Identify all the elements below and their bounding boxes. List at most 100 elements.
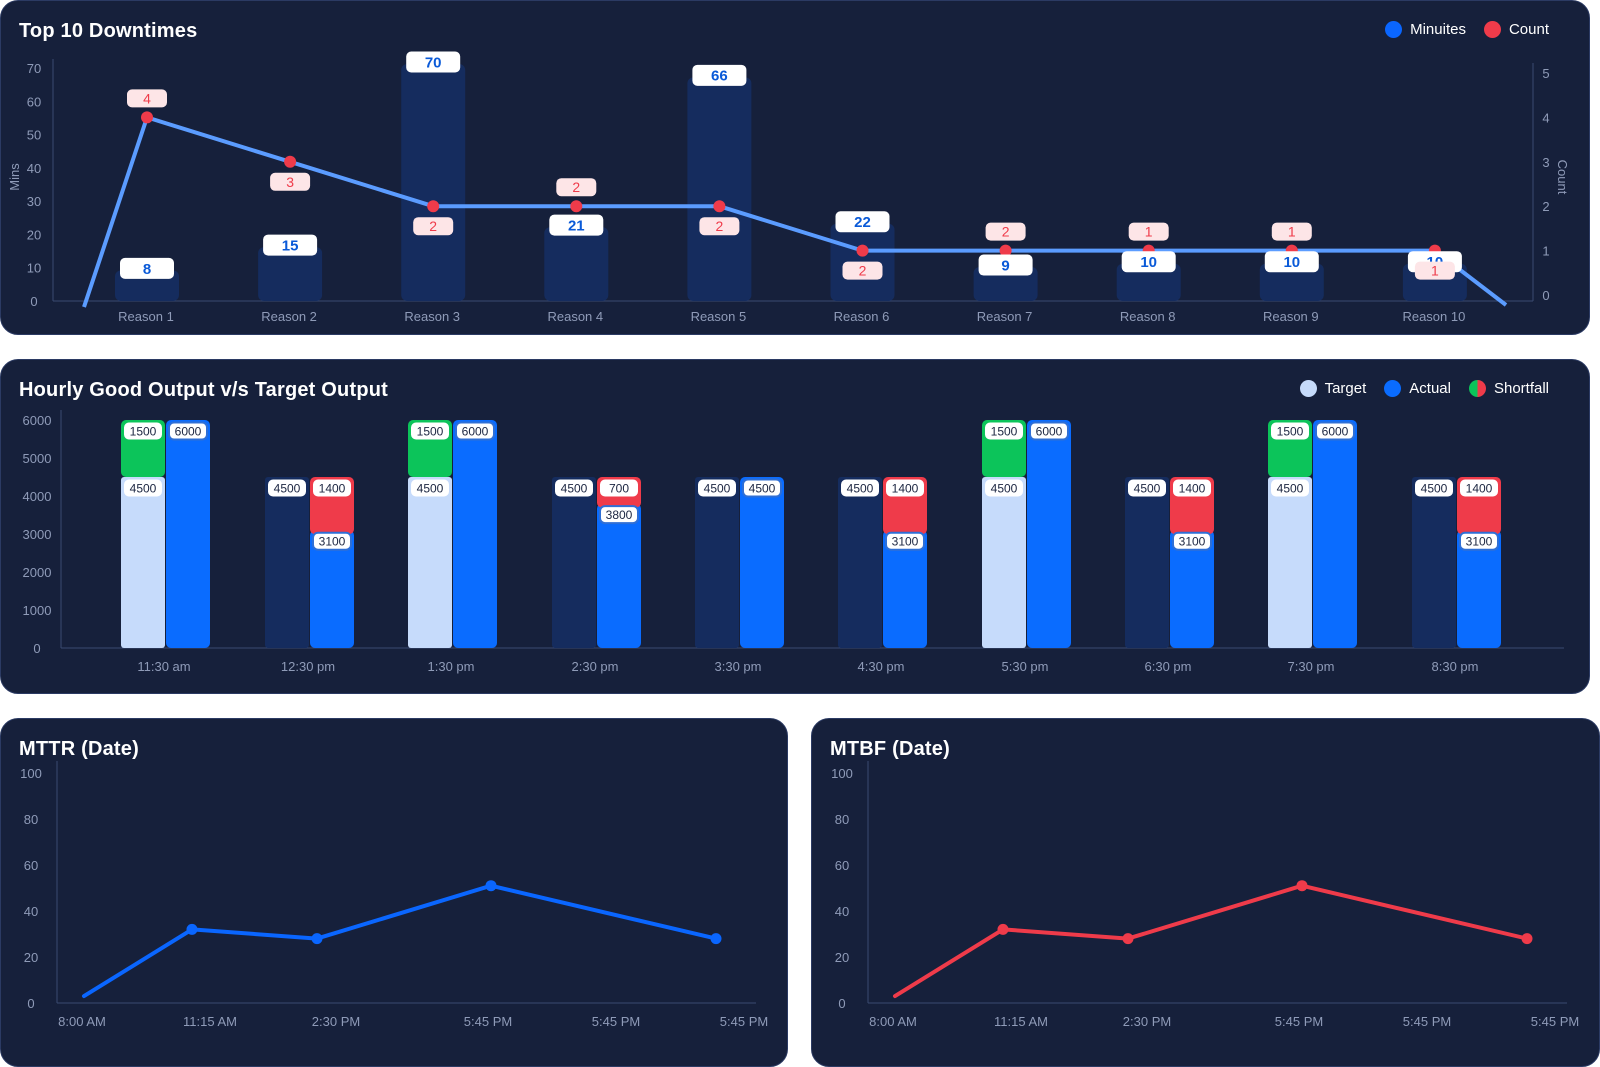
legend-item-count[interactable]: Count — [1483, 21, 1549, 38]
minutes-data-label-bg — [406, 51, 461, 73]
count-data-label: 2 — [429, 218, 437, 234]
y-tick-label: 4000 — [23, 489, 52, 504]
x-tick-label: 2:30 PM — [312, 1014, 360, 1029]
legend-item-target[interactable]: Target — [1299, 380, 1366, 397]
target-bar — [1125, 477, 1169, 648]
x-tick-label: 5:30 pm — [1002, 659, 1049, 674]
count-data-label: 2 — [716, 218, 724, 234]
count-data-label-bg — [413, 217, 454, 236]
legend-item-actual[interactable]: Actual — [1384, 380, 1451, 397]
count-point — [141, 111, 153, 124]
shortfall-data-label: 1400 — [319, 481, 346, 495]
actual-bar — [166, 420, 210, 648]
y-tick-label: 2000 — [23, 565, 52, 580]
actual-data-label: 3100 — [892, 535, 919, 549]
excess-data-label: 1500 — [991, 424, 1018, 438]
minutes-bar — [544, 227, 609, 301]
data-point — [311, 933, 323, 945]
x-tick-label: 5:45 PM — [1403, 1014, 1451, 1029]
shortfall-data-label-bg — [886, 479, 924, 497]
x-tick-label: Reason 4 — [547, 309, 603, 324]
actual-bar — [310, 530, 354, 648]
count-point — [284, 155, 297, 168]
actual-data-label-bg — [312, 531, 352, 551]
count-data-label-bg — [1414, 261, 1455, 280]
y-tick-label: 5000 — [23, 451, 52, 466]
actual-data-label-bg — [885, 531, 925, 551]
y-tick-label: 40 — [24, 904, 38, 919]
x-tick-label: 1:30 pm — [428, 659, 475, 674]
actual-data-label-bg — [168, 421, 208, 441]
count-data-label-bg — [1128, 222, 1169, 241]
legend-item-shortfall[interactable]: Shortfall — [1468, 380, 1549, 397]
target-bar — [265, 477, 309, 648]
y-tick-label: 100 — [20, 766, 42, 781]
x-tick-label: 5:45 PM — [720, 1014, 768, 1029]
y-tick-label: 0 — [838, 996, 845, 1011]
x-tick-label: Reason 8 — [1120, 309, 1176, 324]
legend-item-minutes[interactable]: Minuites — [1385, 21, 1466, 38]
x-tick-label: Reason 6 — [834, 309, 890, 324]
x-tick-label: 8:30 pm — [1432, 659, 1479, 674]
excess-data-label-bg — [1271, 422, 1309, 440]
target-bar — [1268, 477, 1312, 648]
x-tick-label: 3:30 pm — [715, 659, 762, 674]
y2-tick-label: 5 — [1542, 66, 1549, 81]
y-tick-label: 30 — [27, 194, 41, 209]
target-data-label: 4500 — [274, 481, 301, 495]
shortfall-data-label-bg — [600, 479, 638, 497]
excess-data-label: 1500 — [130, 424, 157, 438]
y-tick-label: 80 — [835, 812, 849, 827]
count-data-label: 1 — [1288, 224, 1296, 240]
actual-data-label-bg — [742, 478, 782, 498]
target-bar — [408, 477, 452, 648]
shortfall-data-label-bg — [313, 479, 351, 497]
actual-data-label: 6000 — [462, 424, 489, 438]
target-data-label: 4500 — [417, 481, 444, 495]
minutes-data-label-bg — [978, 254, 1033, 276]
count-data-label-bg — [985, 222, 1026, 241]
y2-tick-label: 1 — [1542, 244, 1549, 259]
y2-tick-label: 2 — [1542, 199, 1549, 214]
count-data-label: 1 — [1145, 224, 1153, 240]
actual-data-label: 3800 — [606, 508, 633, 522]
minutes-bar — [258, 247, 323, 301]
target-data-label: 4500 — [847, 481, 874, 495]
minutes-data-label: 8 — [143, 261, 151, 278]
count-data-label-bg — [127, 89, 167, 108]
minutes-data-label-bg — [1121, 251, 1176, 273]
minutes-data-label-bg — [1264, 251, 1319, 273]
actual-bar — [1457, 530, 1501, 648]
target-data-label: 4500 — [130, 481, 157, 495]
count-data-label-bg — [842, 261, 883, 280]
target-data-label: 4500 — [704, 481, 731, 495]
minutes-data-label: 15 — [282, 237, 299, 254]
count-data-label-bg — [699, 217, 740, 236]
hourly-output-title: Hourly Good Output v/s Target Output — [19, 379, 389, 401]
x-tick-label: Reason 3 — [404, 309, 460, 324]
data-point — [1521, 933, 1533, 945]
downtimes-panel: 0 10 20 30 40 50 60 70 0 1 2 3 4 5 Mins Count Reason 1 Re… — [0, 0, 1590, 335]
x-tick-label: 4:30 pm — [858, 659, 905, 674]
count-point — [713, 200, 726, 213]
x-tick-label: 5:45 PM — [1275, 1014, 1323, 1029]
target-data-label: 4500 — [991, 481, 1018, 495]
x-tick-label: Reason 5 — [691, 309, 747, 324]
minutes-data-label-bg — [263, 234, 318, 256]
actual-data-label-bg — [599, 505, 639, 525]
legend-label-actual: Actual — [1409, 380, 1451, 397]
legend-label-minutes: Minuites — [1410, 21, 1466, 38]
minutes-bar — [401, 64, 466, 301]
hourly-output-legend: Target Actual Shortfall — [1299, 380, 1549, 397]
downtimes-legend: Minuites Count — [1385, 21, 1549, 38]
y-tick-label: 3000 — [23, 527, 52, 542]
y-axis-title: Mins — [7, 163, 22, 191]
target-data-label: 4500 — [1421, 481, 1448, 495]
actual-data-label-bg — [1029, 421, 1069, 441]
target-data-label-bg — [1415, 479, 1453, 497]
data-point — [1296, 880, 1308, 892]
y2-axis-title: Count — [1555, 160, 1570, 195]
target-data-label-bg — [1128, 479, 1166, 497]
x-tick-label: 6:30 pm — [1145, 659, 1192, 674]
actual-bar — [1027, 420, 1071, 648]
